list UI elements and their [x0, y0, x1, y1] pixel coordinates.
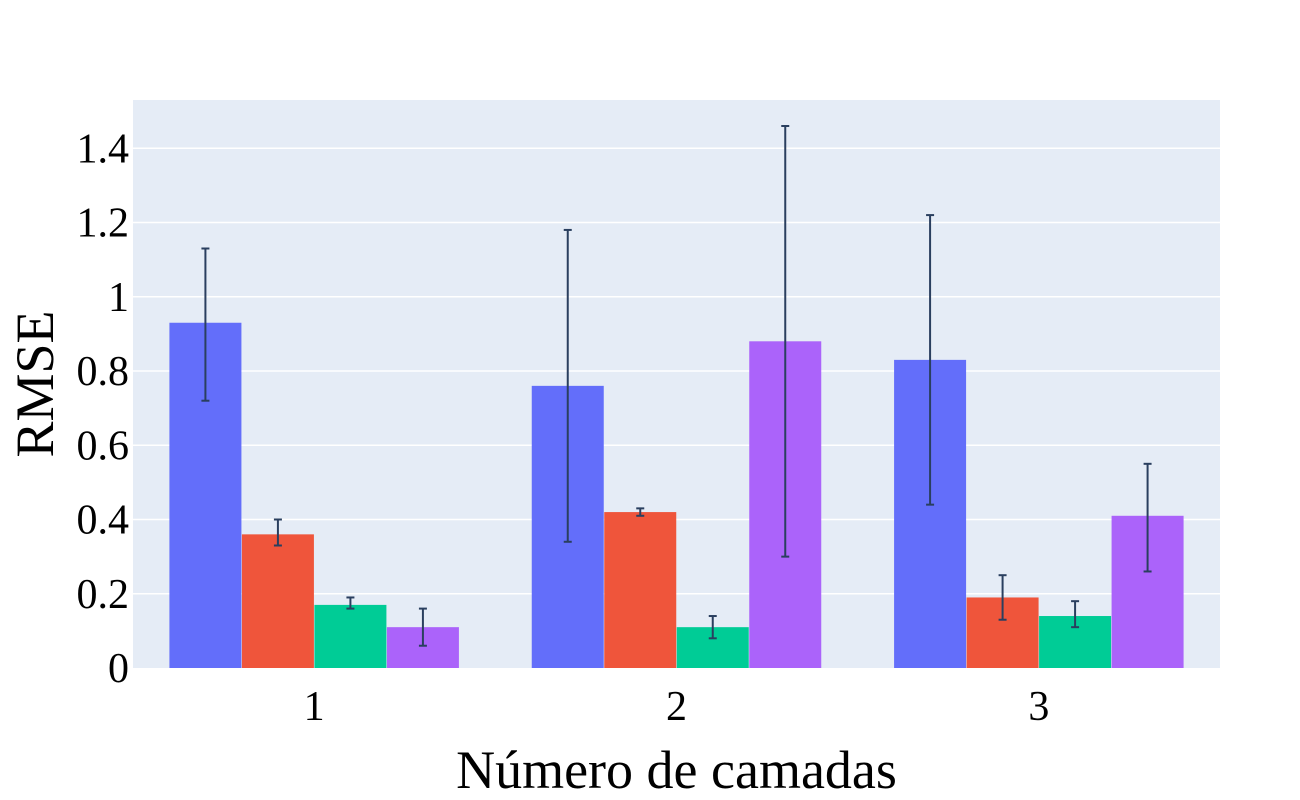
y-tick-label: 0.8	[77, 349, 130, 395]
y-tick-label: 1.2	[77, 201, 130, 247]
error-bars	[201, 124, 1152, 647]
gridlines	[133, 147, 1220, 595]
x-tick-label: 2	[666, 684, 687, 730]
bar	[604, 512, 677, 668]
error-bar	[1071, 600, 1080, 629]
error-bar	[563, 228, 572, 543]
error-bar	[346, 596, 355, 610]
y-tick-labels: 0 0.2 0.4 0.6 0.8 1 1.2 1.4	[77, 126, 130, 692]
y-tick-label: 0.4	[77, 498, 130, 544]
plot-background	[133, 100, 1220, 668]
error-bar	[201, 247, 210, 402]
error-bar	[708, 615, 717, 640]
bar	[314, 604, 387, 668]
y-tick-label: 1	[108, 275, 129, 321]
x-tick-label: 3	[1028, 684, 1049, 730]
error-bar	[273, 518, 282, 547]
y-tick-label: 1.4	[77, 126, 130, 172]
error-bar	[926, 214, 935, 506]
y-tick-label: 0.2	[77, 572, 130, 618]
bar	[241, 534, 314, 668]
x-tick-label: 1	[304, 684, 325, 730]
error-bar	[998, 574, 1007, 621]
error-bar	[1143, 462, 1152, 573]
y-axis-title: RMSE	[5, 310, 65, 457]
error-bar	[781, 124, 790, 558]
y-tick-label: 0	[108, 646, 129, 692]
error-bar	[636, 507, 645, 517]
x-axis-title: Número de camadas	[456, 740, 897, 800]
error-bar	[418, 607, 427, 647]
y-tick-label: 0.6	[77, 423, 130, 469]
x-tick-labels: 1 2 3	[304, 684, 1050, 730]
